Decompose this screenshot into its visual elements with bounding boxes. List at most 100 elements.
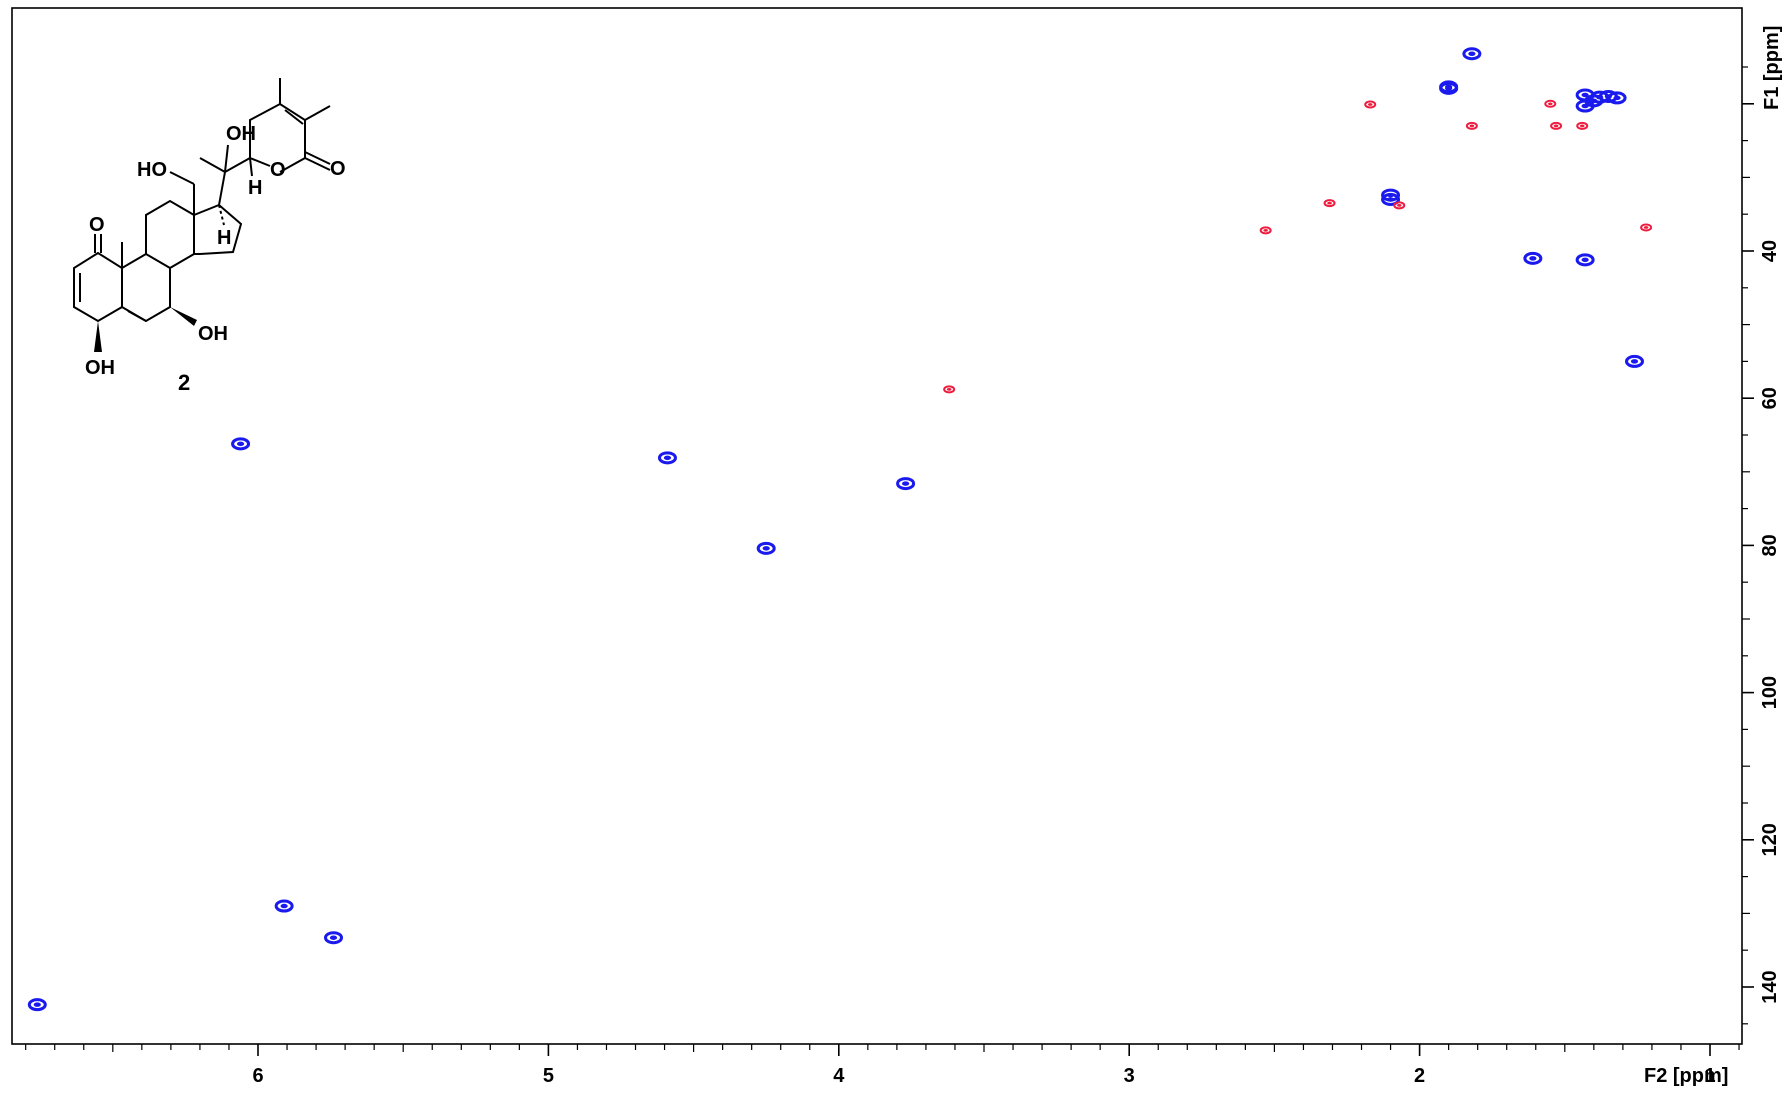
atom-label-oh-4: OH xyxy=(85,357,115,379)
red-peak xyxy=(1323,199,1336,208)
blue-peak xyxy=(756,541,776,555)
peak-contour-core xyxy=(329,935,338,940)
red-peak xyxy=(1640,223,1653,232)
atom-label-h-lactone: H xyxy=(248,177,262,199)
peak-contour-core xyxy=(946,388,952,391)
red-peak xyxy=(1576,121,1589,130)
peak-contour-outer xyxy=(1575,253,1595,267)
red-peak xyxy=(1465,121,1478,130)
peak-contour-outer xyxy=(1640,223,1653,232)
peak-contour-outer xyxy=(231,437,251,451)
y-tick-label: 40 xyxy=(1759,240,1781,262)
peak-contour-outer xyxy=(1575,99,1595,113)
peak-contour-core xyxy=(1630,359,1639,364)
blue-peak xyxy=(27,998,47,1012)
peak-contour-core xyxy=(663,455,672,461)
peak-contour-outer xyxy=(1381,192,1401,206)
red-peak xyxy=(1393,201,1406,210)
blue-peak xyxy=(1624,354,1644,368)
red-peak xyxy=(1259,226,1272,235)
x-tick-label: 5 xyxy=(543,1065,554,1087)
peak-contour-outer xyxy=(1323,199,1336,208)
atom-label-oh-7: OH xyxy=(198,323,228,345)
blue-peak xyxy=(896,477,916,491)
x-axis-title: F2 [ppm] xyxy=(1644,1065,1728,1087)
peak-contour-outer xyxy=(1259,226,1272,235)
y-tick-label: 80 xyxy=(1759,534,1781,556)
peak-contour-outer xyxy=(1624,354,1644,368)
peak-contour-core xyxy=(1613,95,1621,101)
red-peak xyxy=(943,385,956,394)
peak-contour-core xyxy=(1581,257,1589,263)
peak-contour-core xyxy=(1581,103,1589,109)
peak-contour-outer xyxy=(1550,121,1563,130)
blue-peak xyxy=(1462,47,1482,61)
blue-peak xyxy=(1523,251,1543,265)
peak-contour-outer xyxy=(943,385,956,394)
side-chain-2 xyxy=(224,157,251,173)
peak-contour-core xyxy=(1468,51,1476,57)
lactone-o-bond xyxy=(249,157,271,167)
peak-contour-outer xyxy=(1393,201,1406,210)
y-tick-label: 100 xyxy=(1759,676,1781,709)
atom-label-h-17: H xyxy=(217,227,231,249)
peak-contour-core xyxy=(1643,226,1649,229)
lactone-double-bond xyxy=(284,109,304,125)
peak-contour-core xyxy=(901,481,910,486)
peak-contour-core xyxy=(762,546,770,551)
ring-a xyxy=(73,251,123,323)
peak-contour-core xyxy=(1445,86,1453,91)
peak-contour-core xyxy=(1386,197,1395,202)
red-peak xyxy=(1544,99,1557,108)
x-tick-label: 4 xyxy=(833,1065,845,1087)
peak-contour-outer xyxy=(1364,100,1377,109)
blue-peak xyxy=(1575,253,1595,267)
peak-contour-core xyxy=(1548,102,1553,106)
atom-label-o-carbonyl: O xyxy=(330,158,346,180)
lactone-carbonyl-2 xyxy=(304,151,331,165)
peak-contour-core xyxy=(33,1002,41,1007)
blue-peak xyxy=(657,451,677,465)
peak-contour-outer xyxy=(324,931,344,945)
molecule-structure: OH HO H O O O H OH OH 2 xyxy=(73,78,346,395)
peak-contour-core xyxy=(1553,124,1559,128)
peak-contour-core xyxy=(1397,204,1402,207)
peak-contour-core xyxy=(1581,92,1589,98)
atom-label-o-ketone: O xyxy=(89,214,105,236)
peak-contour-core xyxy=(1263,229,1268,232)
x-axis: 6 5 4 3 2 1 xyxy=(25,1044,1740,1087)
red-peak xyxy=(1550,121,1563,130)
oh7-wedge xyxy=(170,307,197,326)
plot-frame xyxy=(11,7,1743,1045)
lactone-carbonyl-1 xyxy=(304,157,331,171)
compound-number: 2 xyxy=(178,370,190,395)
atom-label-o-ring: O xyxy=(270,159,286,181)
peak-contour-outer xyxy=(1439,81,1459,95)
peak-contour-outer xyxy=(896,477,916,491)
peak-contour-outer xyxy=(1576,121,1589,130)
y-axis: 40 60 80 100 120 140 xyxy=(1742,66,1781,1025)
ring-c xyxy=(145,199,195,269)
blue-peak xyxy=(231,437,251,451)
x-tick-label: 2 xyxy=(1414,1065,1425,1087)
peak-contour-outer xyxy=(274,899,294,913)
blue-peak xyxy=(324,931,344,945)
peak-contour-outer xyxy=(657,451,677,465)
y-tick-label: 120 xyxy=(1759,823,1781,856)
peak-contour-outer xyxy=(1544,99,1557,108)
red-peak xyxy=(1364,100,1377,109)
peak-layer xyxy=(27,47,1653,1012)
y-tick-label: 60 xyxy=(1759,387,1781,409)
peak-contour-core xyxy=(236,441,245,447)
ring-d xyxy=(193,203,243,255)
peak-contour-outer xyxy=(1607,91,1627,105)
methyl-25 xyxy=(304,105,331,121)
peak-contour-core xyxy=(1469,124,1475,128)
oh4-wedge xyxy=(94,321,102,352)
peak-contour-core xyxy=(280,903,288,909)
peak-contour-core xyxy=(1327,201,1332,205)
x-tick-label: 3 xyxy=(1124,1065,1135,1087)
side-chain-oh xyxy=(224,144,229,173)
blue-peak xyxy=(1575,99,1595,113)
